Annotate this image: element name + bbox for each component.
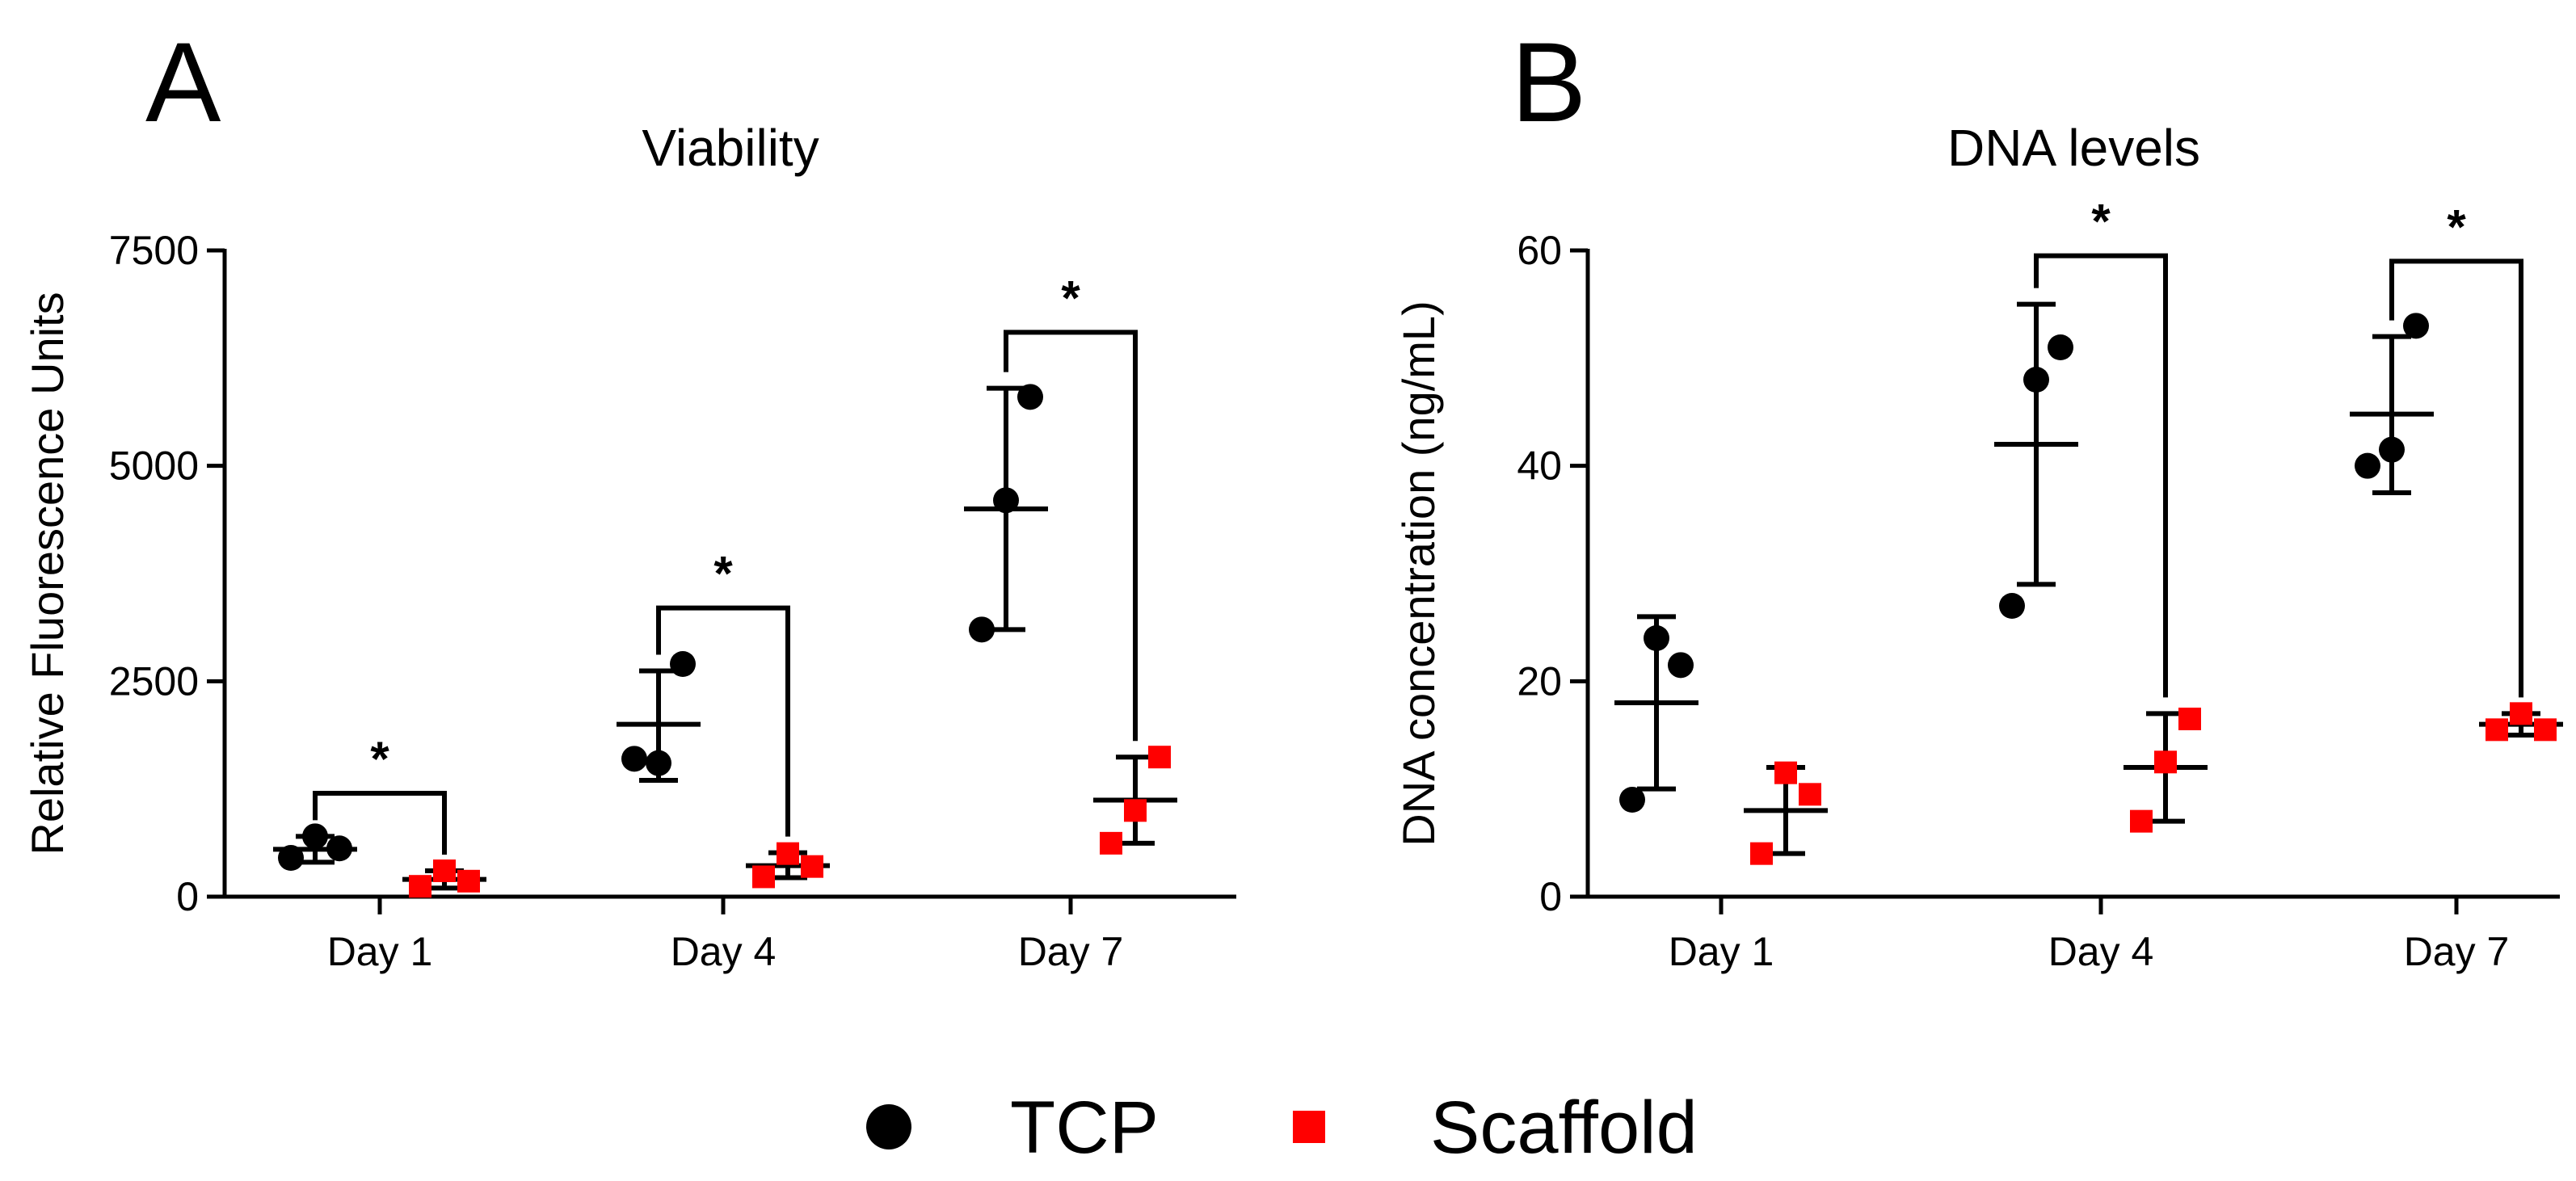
y-tick-label: 60 [1517,228,1562,273]
x-tick-label: Day 1 [1669,929,1774,974]
x-tick-label: Day 1 [327,929,433,974]
data-point-scaffold [801,855,823,878]
data-point-tcp [1668,652,1694,679]
data-point-tcp [2355,452,2380,479]
data-point-scaffold [1799,783,1821,806]
data-point-scaffold [2178,708,2201,730]
y-tick-label: 5000 [109,443,199,489]
significance-star: * [1061,271,1080,325]
data-point-tcp [1017,384,1043,410]
chart-title: Viability [642,119,819,177]
data-point-tcp [326,835,352,862]
legend: TCP Scaffold [866,1086,1698,1169]
data-point-scaffold [752,865,775,889]
data-point-scaffold [2534,718,2557,742]
y-axis-label: DNA concentration (ng/mL) [1393,301,1444,846]
data-point-tcp [621,746,647,772]
panel-letter-b: B [1511,19,1586,145]
x-tick-label: Day 4 [2048,929,2154,974]
legend-label-scaffold: Scaffold [1430,1086,1698,1169]
data-point-tcp [670,651,696,677]
data-point-scaffold [2486,718,2508,742]
data-point-tcp [1999,593,2025,619]
data-point-scaffold [2130,809,2153,833]
y-tick-label: 20 [1517,658,1562,704]
data-point-tcp [2379,436,2405,463]
data-point-scaffold [1100,831,1122,855]
x-tick-label: Day 7 [1018,929,1124,974]
data-point-tcp [993,487,1019,514]
significance-bracket [313,791,447,855]
panel-letter-a: A [145,19,221,145]
data-point-tcp [2023,367,2049,393]
legend-marker-tcp [866,1104,911,1149]
data-point-tcp [1619,787,1645,813]
x-tick-label: Day 4 [671,929,777,974]
significance-star: * [2447,200,2466,254]
data-point-scaffold [409,875,431,898]
data-point-tcp [278,845,304,871]
significance-bracket [656,605,790,837]
legend-marker-scaffold [1293,1111,1325,1143]
chart-title: DNA levels [1947,119,2200,177]
panel-a-chart: Viability Relative Fluorescence Units 0 250… [22,119,1236,974]
data-point-tcp [646,750,671,776]
data-point-scaffold [1124,799,1147,822]
significance-bracket [1004,330,1138,742]
panel-b-chart: DNA levels DNA concentration (ng/mL) 0 20 40… [1393,119,2563,974]
y-axis-label: Relative Fluorescence Units [22,292,73,855]
data-point-tcp [2403,313,2429,339]
y-tick-label: 40 [1517,443,1562,489]
significance-star: * [713,547,733,601]
data-point-scaffold [457,869,480,893]
data-point-scaffold [433,859,456,882]
significance-star: * [370,732,389,786]
y-tick-label: 2500 [109,658,199,704]
legend-label-tcp: TCP [1010,1086,1159,1169]
data-point-scaffold [2154,750,2177,774]
data-point-tcp [1644,625,1669,651]
data-point-scaffold [777,842,799,865]
significance-bracket [2389,258,2523,698]
data-point-scaffold [1774,761,1797,784]
data-point-scaffold [2510,702,2532,725]
y-tick-label: 0 [176,874,199,919]
y-tick-label: 7500 [109,228,199,273]
data-point-scaffold [1750,842,1773,865]
x-tick-label: Day 7 [2404,929,2510,974]
y-tick-label: 0 [1539,874,1562,919]
data-point-scaffold [1148,746,1171,769]
data-point-tcp [302,823,328,850]
data-point-tcp [2048,334,2073,360]
significance-bracket [2034,253,2168,698]
significance-star: * [2091,195,2111,249]
data-point-tcp [969,616,995,643]
